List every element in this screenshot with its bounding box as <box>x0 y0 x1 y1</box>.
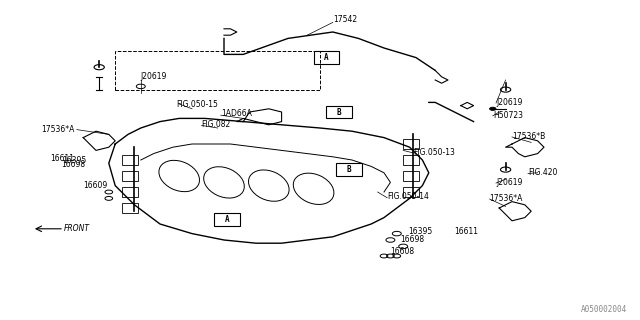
Bar <box>122 155 138 165</box>
Text: 16698: 16698 <box>400 236 424 244</box>
Bar <box>122 171 138 181</box>
Circle shape <box>490 107 496 110</box>
Text: FIG.050-14: FIG.050-14 <box>387 192 429 201</box>
Bar <box>115 51 320 90</box>
Text: 17536*B: 17536*B <box>512 132 545 140</box>
Text: B: B <box>346 165 351 174</box>
Text: B: B <box>337 108 342 116</box>
Text: A: A <box>324 53 329 62</box>
Text: FIG.050-15: FIG.050-15 <box>176 100 218 108</box>
Text: FIG.082: FIG.082 <box>202 120 231 129</box>
Bar <box>403 171 419 181</box>
Text: 16698: 16698 <box>61 160 85 169</box>
Text: J20619: J20619 <box>496 178 522 187</box>
Text: A050002004: A050002004 <box>581 305 627 314</box>
Text: A: A <box>225 215 230 224</box>
Text: FRONT: FRONT <box>64 224 90 233</box>
Text: 16395: 16395 <box>408 227 433 236</box>
Text: 16611: 16611 <box>50 154 74 163</box>
Bar <box>122 203 138 213</box>
Text: 16395: 16395 <box>62 156 86 164</box>
Text: 17536*A: 17536*A <box>490 194 523 203</box>
Text: 16609: 16609 <box>83 181 108 190</box>
Text: FIG.420: FIG.420 <box>528 168 557 177</box>
Bar <box>403 187 419 197</box>
Text: 1AD66A: 1AD66A <box>221 109 252 118</box>
Text: FIG.050-13: FIG.050-13 <box>413 148 454 156</box>
Text: 16608: 16608 <box>390 247 415 256</box>
Text: 16611: 16611 <box>454 227 479 236</box>
Bar <box>403 139 419 149</box>
Text: J20619: J20619 <box>496 98 522 107</box>
Bar <box>403 155 419 165</box>
Text: 17542: 17542 <box>333 15 357 24</box>
Text: 17536*A: 17536*A <box>42 125 75 134</box>
Text: H50723: H50723 <box>493 111 523 120</box>
Bar <box>122 187 138 197</box>
Text: J20619: J20619 <box>141 72 167 81</box>
